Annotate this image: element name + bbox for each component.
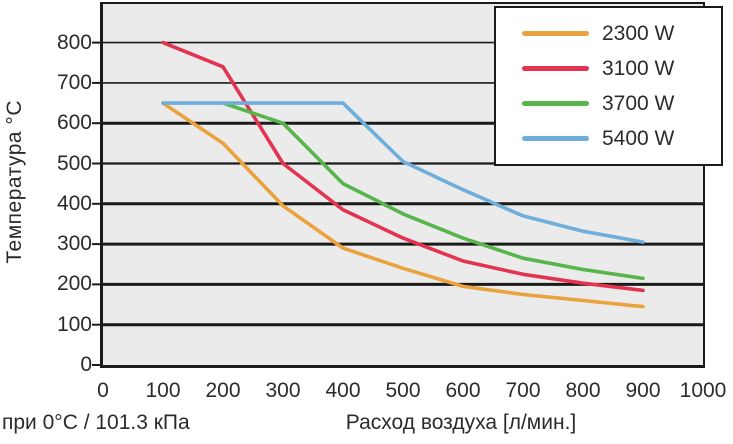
x-tick-label-500: 500 (385, 379, 421, 402)
y-tick-label-200: 200 (56, 272, 92, 296)
x-tick-label-400: 400 (325, 379, 361, 402)
legend-swatch (522, 101, 589, 106)
y-tick-label-800: 800 (56, 30, 92, 54)
y-tick-label-600: 600 (56, 111, 92, 135)
conditions-note: при 0°C / 101.3 кПа (2, 411, 190, 434)
legend-label: 5400 W (602, 126, 675, 150)
y-tick-label-400: 400 (56, 191, 92, 215)
y-tick-label-100: 100 (56, 312, 92, 336)
legend-swatch (522, 136, 589, 141)
series-line-2300-w (161, 101, 645, 309)
legend-item-3700-w: 3700 W (522, 86, 721, 121)
legend: 2300 W 3100 W 3700 W 5400 W (494, 6, 723, 166)
series-line-3700-w (221, 101, 645, 281)
y-tick-label-300: 300 (56, 232, 92, 256)
legend-item-5400-w: 5400 W (522, 121, 721, 156)
legend-label: 3700 W (602, 91, 675, 115)
legend-item-3100-w: 3100 W (522, 51, 721, 86)
x-tick-label-1000: 1000 (679, 379, 727, 402)
x-tick-label-100: 100 (145, 379, 181, 402)
chart-canvas (92, 40, 703, 366)
series-line-3100-w (161, 40, 645, 293)
series-line-5400-w (161, 101, 645, 244)
x-tick-label-0: 0 (97, 379, 109, 402)
x-tick-label-900: 900 (625, 379, 661, 402)
x-axis-title: Расход воздуха [л/мин.] (345, 411, 577, 434)
legend-label: 3100 W (602, 56, 675, 80)
x-tick-label-200: 200 (205, 379, 241, 402)
y-tick-label-0: 0 (80, 353, 92, 376)
y-axis-title: Температура °C (3, 100, 26, 264)
x-tick-label-600: 600 (445, 379, 481, 402)
x-tick-label-300: 300 (265, 379, 301, 402)
legend-swatch (522, 66, 589, 71)
x-tick-label-800: 800 (565, 379, 601, 402)
legend-item-2300-w: 2300 W (522, 16, 721, 51)
y-tick-label-700: 700 (56, 70, 92, 94)
legend-label: 2300 W (602, 21, 675, 45)
x-tick-label-700: 700 (505, 379, 541, 402)
legend-swatch (522, 31, 589, 36)
y-tick-label-500: 500 (56, 151, 92, 175)
